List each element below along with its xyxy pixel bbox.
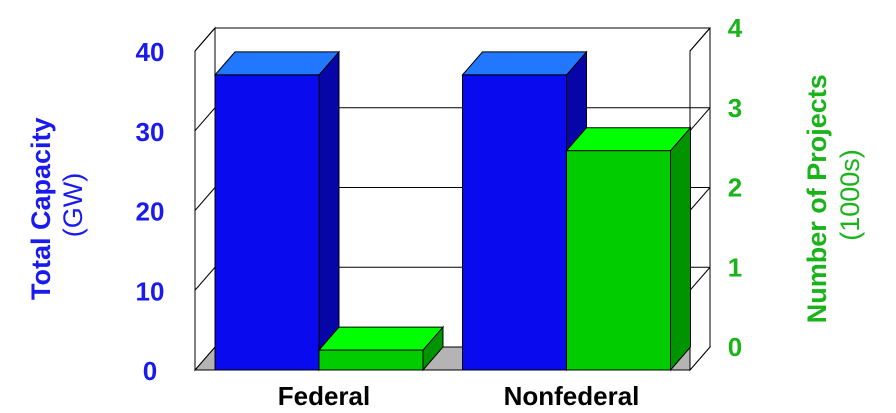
gridline-right-diagonal: [689, 187, 711, 211]
right-tick-label: 1: [728, 252, 742, 282]
bar-nonfederal-projects: [565, 126, 692, 372]
right-axis-unit: (1000s): [835, 149, 865, 241]
right-axis-ticks: 0 1 2 3 4: [728, 13, 743, 362]
gridline-left-diagonal: [194, 266, 216, 291]
bar-top: [317, 326, 445, 351]
bar-federal-capacity: [213, 50, 341, 372]
left-axis-unit: (GW): [58, 173, 88, 237]
bar-side: [670, 126, 691, 372]
left-axis-ticks: 0 10 20 30 40: [136, 37, 165, 386]
bar-top: [461, 51, 588, 76]
gridline-left-diagonal: [194, 27, 216, 52]
left-tick-label: 20: [136, 197, 165, 227]
gridline-right-diagonal: [689, 107, 711, 132]
category-label: Nonfederal: [504, 381, 640, 411]
bar-top: [565, 127, 692, 152]
right-axis-title: Number of Projects (1000s): [802, 67, 865, 324]
left-tick-label: 10: [136, 276, 165, 306]
left-tick-label: 30: [136, 117, 165, 147]
gridline-right-diagonal: [689, 266, 711, 291]
right-tick-label: 3: [728, 93, 742, 123]
right-tick-label: 2: [728, 173, 742, 203]
bar-front: [214, 74, 320, 371]
bar-front: [462, 74, 567, 371]
gridline-left-diagonal: [194, 187, 216, 211]
category-label: Federal: [278, 381, 371, 411]
bar-front: [318, 349, 424, 371]
left-axis-title: Total Capacity (GW): [26, 110, 88, 300]
left-tick-label: 40: [136, 37, 165, 67]
bar-federal-projects: [317, 325, 445, 372]
bar-front: [566, 150, 671, 371]
category-labels: Federal Nonfederal: [278, 381, 640, 411]
right-axis-label: Number of Projects: [802, 74, 832, 323]
bar-side: [318, 50, 340, 372]
gridline-right-diagonal: [689, 27, 711, 52]
bar-top: [213, 51, 341, 76]
left-tick-label: 0: [143, 356, 157, 386]
bars: [213, 50, 692, 372]
gridline-left-diagonal: [194, 107, 216, 132]
right-tick-label: 4: [728, 13, 743, 43]
right-tick-label: 0: [728, 332, 742, 362]
left-axis-label: Total Capacity: [26, 117, 56, 300]
